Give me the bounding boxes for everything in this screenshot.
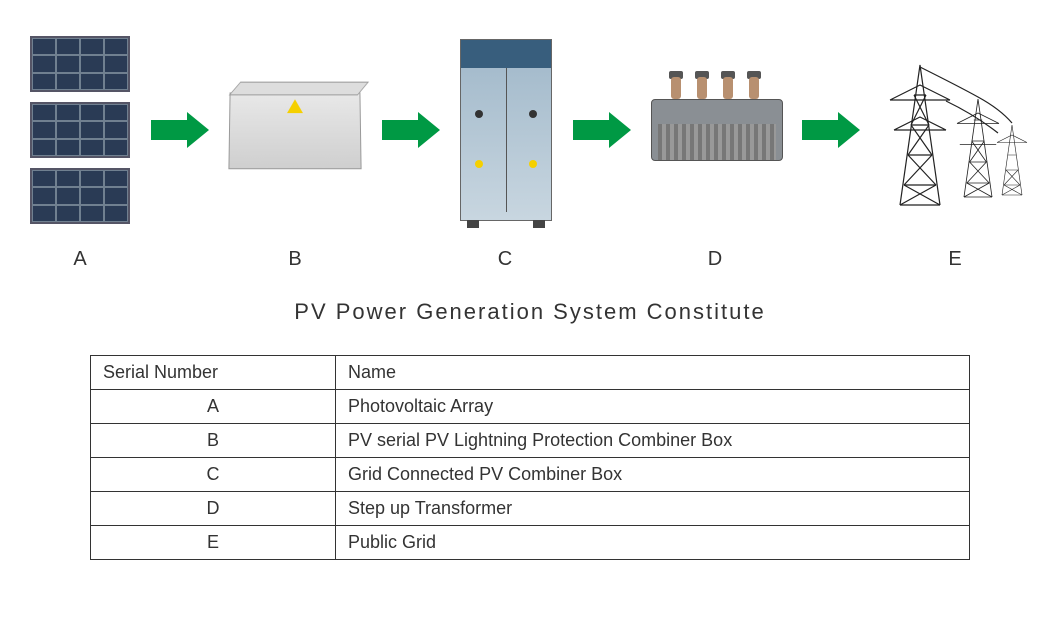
table-row: E Public Grid bbox=[91, 526, 970, 560]
cell-name: Grid Connected PV Combiner Box bbox=[336, 458, 970, 492]
col-name: Name bbox=[336, 356, 970, 390]
flow-diagram bbox=[30, 20, 1030, 240]
cell-serial: B bbox=[91, 424, 336, 458]
label-e: E bbox=[880, 248, 1030, 271]
cell-serial: A bbox=[91, 390, 336, 424]
cell-name: Step up Transformer bbox=[336, 492, 970, 526]
arrow-icon bbox=[151, 112, 209, 148]
table-row: D Step up Transformer bbox=[91, 492, 970, 526]
cell-serial: C bbox=[91, 458, 336, 492]
arrow-icon bbox=[382, 112, 440, 148]
label-b: B bbox=[230, 248, 360, 271]
solar-panels-icon bbox=[30, 36, 130, 224]
table-header-row: Serial Number Name bbox=[91, 356, 970, 390]
label-a: A bbox=[30, 248, 130, 271]
table-row: B PV serial PV Lightning Protection Comb… bbox=[91, 424, 970, 458]
cell-name: Public Grid bbox=[336, 526, 970, 560]
table-row: C Grid Connected PV Combiner Box bbox=[91, 458, 970, 492]
legend-table: Serial Number Name A Photovoltaic Array … bbox=[90, 355, 970, 560]
arrow-icon bbox=[802, 112, 860, 148]
spacer bbox=[570, 248, 630, 271]
combiner-box-icon bbox=[229, 92, 361, 169]
inverter-cabinet-icon bbox=[460, 39, 552, 221]
cell-serial: E bbox=[91, 526, 336, 560]
transmission-towers-icon bbox=[880, 45, 1030, 215]
arrow-icon bbox=[573, 112, 631, 148]
cell-serial: D bbox=[91, 492, 336, 526]
table-row: A Photovoltaic Array bbox=[91, 390, 970, 424]
transformer-icon bbox=[651, 99, 781, 161]
label-c: C bbox=[460, 248, 550, 271]
spacer bbox=[800, 248, 860, 271]
label-d: D bbox=[650, 248, 780, 271]
spacer bbox=[380, 248, 440, 271]
col-serial: Serial Number bbox=[91, 356, 336, 390]
diagram-title: PV Power Generation System Constitute bbox=[20, 299, 1040, 325]
cell-name: Photovoltaic Array bbox=[336, 390, 970, 424]
cell-name: PV serial PV Lightning Protection Combin… bbox=[336, 424, 970, 458]
component-labels: A B C D E bbox=[30, 248, 1030, 271]
spacer bbox=[150, 248, 210, 271]
